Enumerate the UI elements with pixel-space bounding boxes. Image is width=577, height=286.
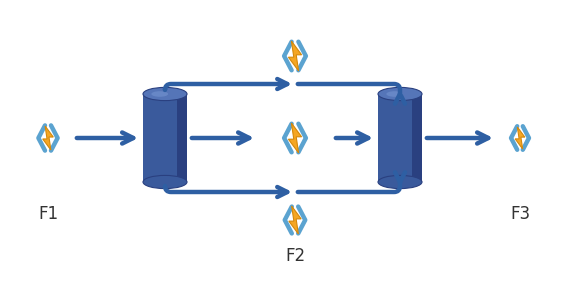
- Polygon shape: [43, 126, 53, 150]
- Ellipse shape: [143, 88, 187, 101]
- Polygon shape: [515, 127, 525, 149]
- Ellipse shape: [143, 175, 187, 188]
- Polygon shape: [289, 206, 301, 234]
- Text: F2: F2: [285, 247, 305, 265]
- Bar: [413, 94, 422, 182]
- Polygon shape: [288, 41, 302, 71]
- Text: F1: F1: [38, 205, 58, 223]
- Bar: [177, 94, 187, 182]
- Ellipse shape: [378, 88, 422, 101]
- Ellipse shape: [378, 175, 422, 188]
- Ellipse shape: [151, 91, 168, 97]
- Bar: [143, 94, 187, 182]
- Text: F3: F3: [510, 205, 530, 223]
- Ellipse shape: [387, 91, 403, 97]
- Polygon shape: [288, 123, 302, 153]
- Bar: [378, 94, 422, 182]
